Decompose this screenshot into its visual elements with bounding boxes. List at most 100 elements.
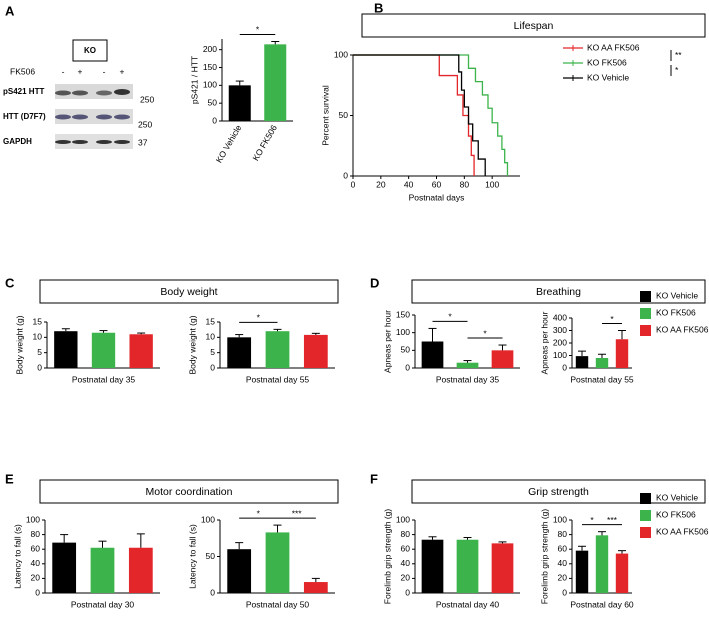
significance-label: * [590, 515, 594, 525]
y-tick-label: 100 [553, 514, 567, 524]
y-tick-label: 0 [210, 362, 215, 372]
y-tick-label: 80 [558, 529, 568, 539]
legend-swatch [640, 527, 651, 538]
x-axis-label: Postnatal day 40 [436, 599, 500, 609]
x-tick-label: 60 [432, 179, 442, 189]
y-tick-label: 40 [401, 558, 411, 568]
y-tick-label: 15 [206, 316, 216, 326]
survival-curve [353, 54, 475, 176]
y-tick-label: 0 [343, 170, 348, 180]
panel-title-box [411, 279, 706, 304]
bar [491, 350, 514, 368]
y-tick-label: 50 [339, 110, 349, 120]
blot-row-label: HTT (D7F7) [3, 112, 46, 121]
panel-letter: D [370, 275, 379, 290]
bar [227, 337, 252, 368]
significance-label: *** [607, 515, 618, 525]
panel-title-box [361, 13, 706, 38]
y-tick-label: 100 [396, 327, 410, 337]
y-axis-label: Forelimb grip strength (g) [539, 509, 549, 605]
x-axis-label: Postnatal days [409, 192, 465, 202]
significance-label: *** [292, 508, 303, 518]
y-tick-label: 100 [553, 350, 567, 360]
legend-label: KO Vehicle [587, 72, 629, 82]
bar [615, 553, 629, 593]
panel-letter: F [370, 471, 378, 486]
bar [228, 85, 251, 121]
y-axis-label: pS421 / HTT [189, 56, 199, 104]
panel-letter: B [374, 0, 383, 15]
y-axis-label: Body weight (g) [187, 315, 197, 374]
lane-sign: - [62, 66, 65, 76]
bar [595, 535, 609, 593]
bar [264, 44, 287, 121]
x-tick-label: KO FK506 [250, 123, 279, 163]
y-tick-label: 0 [210, 587, 215, 597]
y-tick-label: 0 [405, 362, 410, 372]
y-tick-label: 5 [37, 347, 42, 357]
bar [129, 334, 153, 368]
y-axis-label: Apneas per hour [382, 310, 392, 373]
panel-letter: C [5, 275, 15, 290]
panel-title-box [411, 479, 706, 504]
bar [90, 547, 115, 593]
y-tick-label: 150 [396, 309, 410, 319]
y-tick-label: 60 [401, 543, 411, 553]
y-tick-label: 150 [203, 62, 217, 72]
y-tick-label: 0 [405, 587, 410, 597]
y-tick-label: 0 [562, 362, 567, 372]
legend-label: KO AA FK506 [656, 526, 709, 536]
x-tick-label: 100 [485, 179, 499, 189]
y-axis-label: Percent survival [320, 85, 330, 146]
y-tick-label: 5 [210, 347, 215, 357]
bar [227, 549, 252, 593]
legend-swatch [640, 493, 651, 504]
y-tick-label: 20 [558, 573, 568, 583]
y-tick-label: 100 [201, 514, 215, 524]
bar [91, 332, 116, 368]
blot-genotype: KO [84, 46, 96, 55]
x-axis-label: Postnatal day 55 [246, 374, 310, 384]
panel-title: Grip strength [528, 486, 589, 498]
y-axis-label: Apneas per hour [539, 311, 549, 374]
legend-label: KO AA FK506 [656, 324, 709, 334]
legend-swatch [640, 510, 651, 521]
blot-row-label: pS421 HTT [3, 87, 44, 96]
bar [421, 539, 444, 593]
x-tick-label: 80 [460, 179, 470, 189]
legend-label: KO Vehicle [656, 492, 698, 502]
x-axis-label: Postnatal day 60 [570, 599, 634, 609]
y-tick-label: 0 [37, 362, 42, 372]
significance-label: ** [675, 50, 682, 60]
bar [456, 362, 479, 368]
bar [265, 331, 290, 368]
bar [421, 341, 444, 368]
significance-label: * [675, 65, 679, 75]
survival-curve [353, 54, 509, 176]
x-tick-label: 20 [376, 179, 386, 189]
blot-size: 250 [140, 94, 154, 104]
blot-size: 250 [138, 119, 152, 129]
y-tick-label: 20 [31, 573, 41, 583]
panel-title: Lifespan [514, 20, 554, 32]
bar [456, 539, 479, 593]
significance-label: * [257, 313, 261, 323]
y-tick-label: 100 [334, 49, 348, 59]
y-tick-label: 200 [553, 337, 567, 347]
panel-title-box [39, 279, 339, 304]
y-tick-label: 40 [558, 558, 568, 568]
x-axis-label: Postnatal day 35 [72, 374, 136, 384]
y-tick-label: 10 [33, 332, 43, 342]
y-tick-label: 100 [396, 514, 410, 524]
y-tick-label: 0 [212, 115, 217, 125]
blot-treatment: FK506 [10, 66, 35, 76]
x-axis-label: Postnatal day 35 [436, 374, 500, 384]
x-tick-label: 40 [404, 179, 414, 189]
lane-sign: + [78, 66, 83, 76]
y-tick-label: 80 [401, 529, 411, 539]
x-axis-label: Postnatal day 30 [71, 599, 135, 609]
bar [615, 339, 629, 368]
y-tick-label: 20 [401, 573, 411, 583]
